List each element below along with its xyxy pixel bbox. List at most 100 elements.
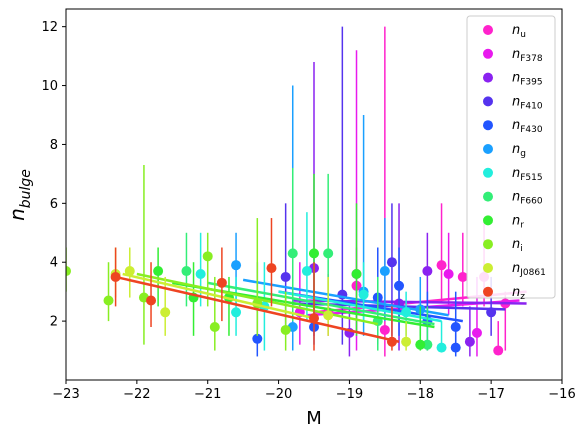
data-point xyxy=(301,266,312,277)
data-point xyxy=(231,307,242,318)
data-point xyxy=(146,295,157,306)
data-point xyxy=(266,263,277,274)
data-point xyxy=(450,342,461,353)
data-point xyxy=(323,310,334,321)
x-tick-label: −20 xyxy=(265,387,292,402)
fit-line xyxy=(122,272,315,320)
data-point xyxy=(287,248,298,259)
data-point xyxy=(443,269,454,279)
data-point xyxy=(379,266,390,277)
y-tick-label: 10 xyxy=(41,79,58,94)
legend-label: nF515 xyxy=(512,166,543,183)
fit-line xyxy=(242,278,449,317)
legend-label: nF660 xyxy=(512,190,543,207)
data-point xyxy=(493,345,504,356)
data-point xyxy=(195,269,206,279)
legend-label: ni xyxy=(512,237,523,254)
data-point xyxy=(394,280,405,291)
legend-label: nF378 xyxy=(512,47,543,64)
fit-line xyxy=(115,275,400,343)
legend-label: nF410 xyxy=(512,94,543,111)
data-point xyxy=(66,266,71,277)
legend-label: nF395 xyxy=(512,71,543,88)
x-tick-label: −16 xyxy=(548,387,575,402)
y-axis-ticks: 2 4 6 8 10 12 xyxy=(41,20,66,330)
data-point xyxy=(309,248,319,259)
data-point xyxy=(386,336,397,347)
fit-line xyxy=(207,281,435,326)
data-point xyxy=(422,339,433,350)
data-point xyxy=(181,266,192,277)
legend-marker xyxy=(483,48,493,59)
data-point xyxy=(231,260,242,271)
data-point xyxy=(323,248,334,259)
y-tick-label: 4 xyxy=(50,256,58,271)
data-point xyxy=(386,257,397,268)
series-n-i xyxy=(66,165,379,351)
fit-line xyxy=(278,290,442,323)
plot-frame xyxy=(65,8,563,381)
data-point xyxy=(471,327,482,338)
data-point xyxy=(110,271,121,282)
data-point xyxy=(358,289,369,300)
data-layer xyxy=(66,26,527,357)
x-tick-label: −22 xyxy=(123,387,150,402)
data-point xyxy=(401,336,412,347)
x-tick-label: −19 xyxy=(336,387,363,402)
legend-box xyxy=(466,15,556,299)
legend-marker xyxy=(483,167,493,178)
data-point xyxy=(464,336,475,347)
data-point xyxy=(280,324,291,335)
x-tick-label: −23 xyxy=(52,387,79,402)
data-point xyxy=(252,333,263,344)
data-point xyxy=(450,322,461,332)
legend-marker xyxy=(483,263,493,273)
legend-label: nz xyxy=(512,285,525,302)
legend-label: nJ0861 xyxy=(512,261,546,278)
legend-label: nF430 xyxy=(512,118,543,135)
legend-label: nr xyxy=(512,213,524,230)
legend-marker xyxy=(483,191,493,202)
legend-marker xyxy=(483,144,493,154)
legend-marker xyxy=(483,96,493,107)
data-point xyxy=(216,277,227,288)
series-n-F660 xyxy=(181,168,435,351)
x-axis-ticks: −23 −22 −21 −20 −19 −18 −17 −16 xyxy=(52,380,576,402)
legend-marker xyxy=(483,72,493,83)
x-axis-label: M xyxy=(306,408,322,429)
data-point xyxy=(436,260,447,271)
x-tick-label: −18 xyxy=(407,387,434,402)
data-point xyxy=(422,266,433,277)
data-point xyxy=(202,251,213,262)
legend-label: nu xyxy=(512,23,526,40)
y-tick-label: 6 xyxy=(50,197,58,212)
data-point xyxy=(153,266,164,277)
legend-label: ng xyxy=(512,142,526,159)
legend: nu nF378 nF395 nF410 nF430 ng nF515 nF660 nr ni nJ… xyxy=(466,15,556,302)
data-point xyxy=(351,269,362,279)
y-tick-label: 12 xyxy=(41,20,58,35)
data-point xyxy=(415,339,426,350)
data-point xyxy=(457,271,468,282)
legend-marker xyxy=(483,25,493,35)
y-axis-label: nbulge xyxy=(5,169,34,221)
data-point xyxy=(103,295,114,306)
legend-marker xyxy=(483,215,493,226)
legend-marker xyxy=(483,286,493,297)
y-tick-label: 2 xyxy=(50,315,58,330)
series-n-z xyxy=(110,218,400,351)
data-point xyxy=(160,307,171,318)
data-point xyxy=(401,307,412,318)
legend-marker xyxy=(483,120,493,131)
data-point xyxy=(309,313,319,324)
data-point xyxy=(280,271,291,282)
data-point xyxy=(486,307,497,318)
data-point xyxy=(436,342,447,353)
series-n-F515 xyxy=(195,212,447,353)
x-tick-label: −21 xyxy=(194,387,221,402)
data-point xyxy=(379,324,390,335)
x-tick-label: −17 xyxy=(477,387,504,402)
data-point xyxy=(209,322,220,332)
legend-marker xyxy=(483,239,493,250)
